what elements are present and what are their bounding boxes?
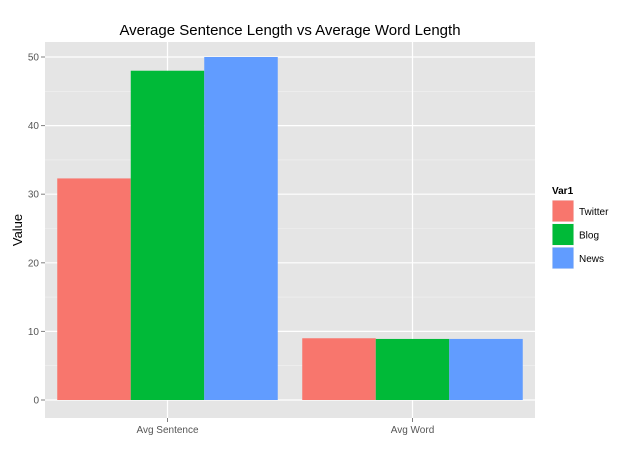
y-tick-label: 50 — [28, 53, 40, 64]
chart-title: Average Sentence Length vs Average Word … — [119, 22, 460, 39]
legend: Var1 Twitter Blog News — [552, 186, 609, 269]
bar-twitter-1 — [302, 338, 376, 400]
legend-label-blog: Blog — [579, 231, 599, 242]
y-tick-label: 0 — [33, 396, 39, 407]
bars — [57, 57, 523, 400]
legend-label-news: News — [579, 254, 604, 265]
bar-news-1 — [449, 338, 523, 400]
legend-title: Var1 — [552, 186, 574, 197]
bar-blog-1 — [375, 338, 450, 400]
legend-swatch-news — [552, 247, 574, 269]
y-tick-label: 40 — [28, 121, 40, 132]
bar-twitter-0 — [57, 178, 131, 400]
y-tick-label: 20 — [28, 258, 40, 269]
legend-swatch-twitter — [552, 200, 574, 222]
y-axis-label: Value — [10, 214, 25, 246]
bar-news-0 — [204, 57, 278, 400]
x-tick-label: Avg Sentence — [136, 425, 199, 436]
y-tick-label: 10 — [28, 327, 40, 338]
legend-label-twitter: Twitter — [579, 207, 609, 218]
legend-swatch-blog — [552, 224, 574, 245]
x-tick-label: Avg Word — [391, 425, 435, 436]
x-axis-ticks: Avg Sentence Avg Word — [136, 418, 434, 436]
y-axis-ticks: 0 10 20 30 40 50 — [28, 53, 45, 407]
y-tick-label: 30 — [28, 190, 40, 201]
bar-blog-0 — [130, 70, 205, 400]
